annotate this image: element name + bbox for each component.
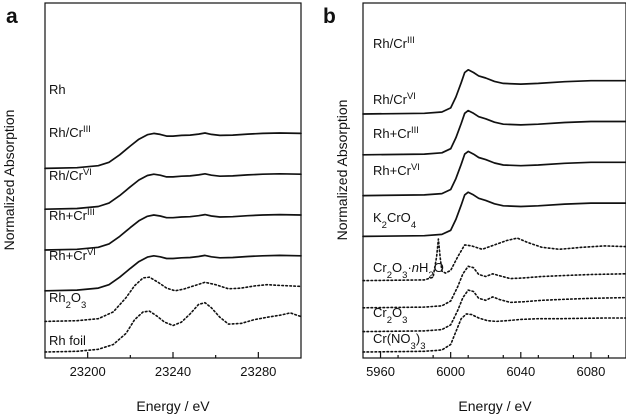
spectrum-line-rh-criii [362, 150, 626, 197]
panel-a-y-axis-title: Normalized Absorption [1, 110, 17, 251]
panel-a-x-axis-title: Energy / eV [136, 398, 210, 414]
series-label-rh2o3: Rh2O3 [49, 290, 86, 311]
panel-a-x-ticks: 23200 23240 23280 [70, 352, 276, 379]
spectrum-line-rh-criii [44, 172, 302, 211]
panel-b-x-axis-title: Energy / eV [458, 398, 532, 414]
panel-a: a RhRh/CrIIIRh/CrVIRh+CrIIIRh+CrVIRh2O3R… [1, 2, 302, 414]
spectrum-line-rh-crvi [44, 213, 302, 251]
series-label-cr2o3: Cr2O3 [373, 305, 407, 326]
spectrum-line-rh-criii [362, 68, 626, 115]
spectrum-line-cr2o3-nh2o [362, 265, 626, 309]
series-label-rh-criii: Rh/CrIII [373, 35, 415, 52]
series-label-k2cro4: K2CrO4 [373, 210, 416, 231]
x-tick-label-23200: 23200 [70, 364, 106, 379]
spectrum-line-rh [44, 132, 302, 170]
spectrum-line-k2cro4 [362, 237, 626, 282]
panel-a-letter: a [6, 5, 18, 28]
panel-a-traces [44, 132, 302, 353]
panel-b-letter: b [323, 5, 336, 28]
panel-b-frame [362, 2, 626, 359]
panel-a-series-labels: Rh Rh/CrIII Rh/CrVI Rh+CrIII Rh+CrVI Rh2O3 Rh … [49, 82, 96, 348]
series-label-rh-crvi: Rh/CrVI [49, 167, 92, 184]
spectrum-line-cr2o3 [362, 289, 626, 333]
series-label-rh: Rh [49, 82, 66, 97]
series-label-rh-foil: Rh foil [49, 333, 86, 348]
series-label-rh-crvi: Rh+CrVI [49, 247, 96, 264]
spectrum-line-cr-no3-3 [362, 313, 626, 353]
spectrum-line-rh2o3 [44, 301, 302, 353]
spectrum-line-rh-crvi [44, 276, 302, 323]
x-tick-label-6040: 6040 [506, 364, 535, 379]
x-tick-label-23280: 23280 [240, 364, 276, 379]
spectrum-line-rh-criii [44, 254, 302, 292]
spectrum-line-rh-crvi [362, 109, 626, 156]
panel-b-y-axis-title: Normalized Absorption [334, 100, 350, 241]
panel-b-series-labels: Rh/CrIII Rh/CrVI Rh+CrIII Rh+CrVI K2CrO4 Cr2O… [373, 35, 444, 352]
x-tick-label-5960: 5960 [366, 364, 395, 379]
series-label-rh-criii: Rh+CrIII [373, 125, 419, 142]
series-label-rh-criii: Rh/CrIII [49, 124, 91, 141]
series-label-rh-criii: Rh+CrIII [49, 207, 95, 224]
x-tick-label-6000: 6000 [436, 364, 465, 379]
panel-b: b Rh/CrIII Rh/CrVI Rh+CrIII Rh+CrVI K2CrO4 Cr… [323, 2, 626, 414]
x-tick-label-23240: 23240 [155, 364, 191, 379]
series-label-cr-no3-3: Cr(NO3)3 [373, 331, 425, 352]
series-label-cr2o3-nh2o: Cr2O3·nH2O [373, 260, 444, 281]
series-label-rh-crvi: Rh/CrVI [373, 91, 416, 108]
panel-b-x-ticks: 5960 6000 6040 6080 [366, 352, 610, 379]
spectrum-line-rh-crvi [362, 191, 626, 238]
series-label-rh-crvi: Rh+CrVI [373, 162, 420, 179]
x-tick-label-6080: 6080 [576, 364, 605, 379]
panel-b-traces [362, 68, 626, 353]
